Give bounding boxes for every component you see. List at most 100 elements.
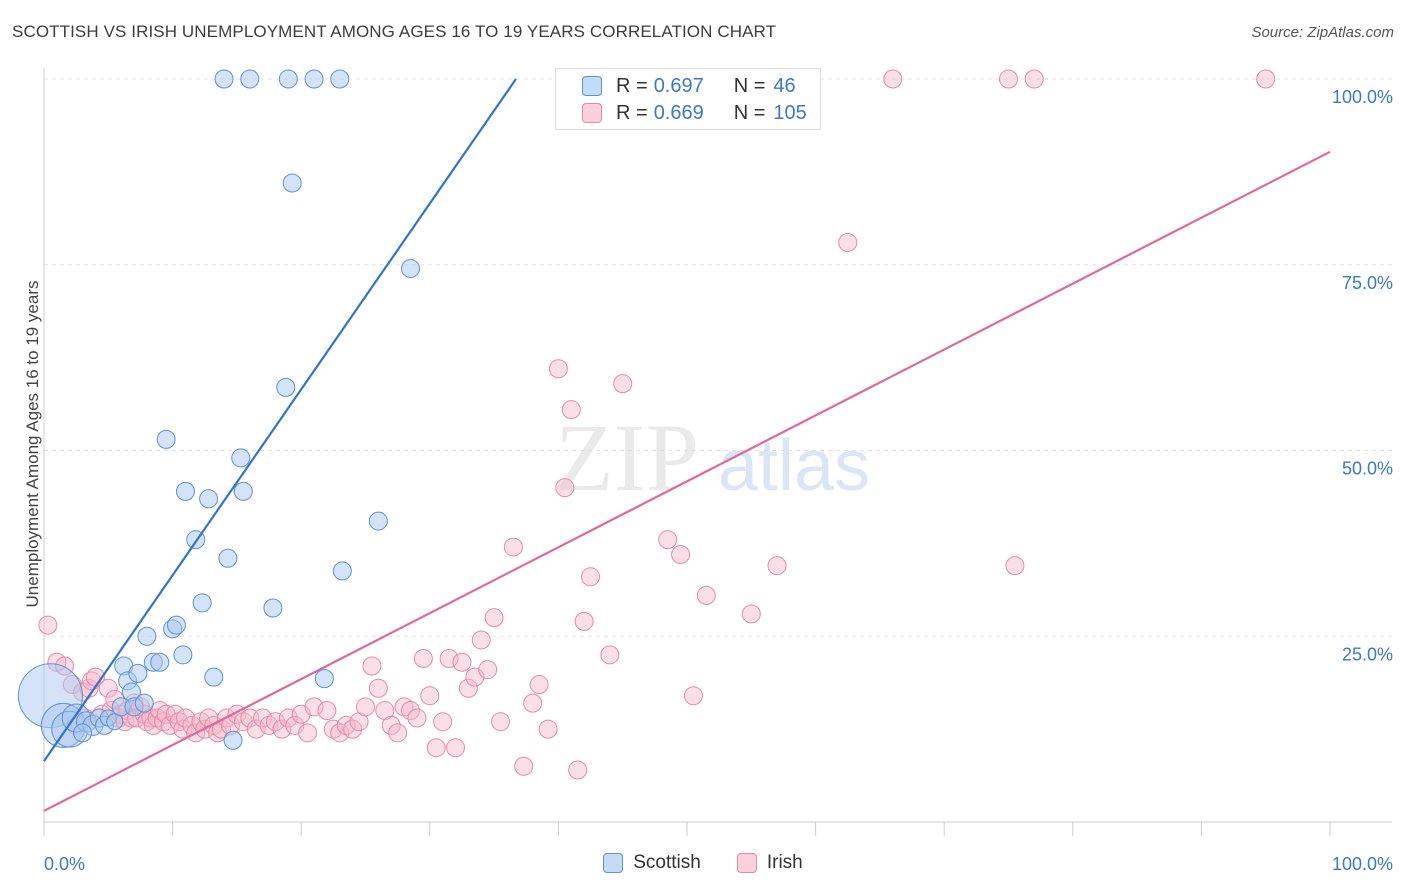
scottish-point bbox=[263, 598, 283, 618]
irish-point bbox=[336, 715, 356, 735]
irish-point bbox=[154, 712, 174, 732]
correlation-legend: R = 0.697 N = 46 R = 0.669 N = 105 bbox=[555, 68, 821, 130]
scottish-point bbox=[192, 593, 212, 613]
x-tick-label: 100.0% bbox=[1332, 854, 1393, 874]
watermark-atlas: atlas bbox=[718, 426, 870, 506]
watermark: ZIP atlas bbox=[555, 404, 870, 511]
irish-point bbox=[323, 719, 343, 739]
irish-point bbox=[503, 537, 523, 557]
irish-point bbox=[343, 719, 363, 739]
y-tick-label: 50.0% bbox=[1342, 459, 1393, 479]
irish-point bbox=[150, 701, 170, 721]
scottish-points bbox=[17, 69, 421, 750]
irish-point bbox=[420, 686, 440, 706]
legend-item-scottish[interactable]: Scottish bbox=[603, 852, 701, 874]
irish-point bbox=[574, 611, 594, 631]
irish-swatch bbox=[736, 853, 757, 873]
irish-point bbox=[413, 649, 433, 669]
n-value: 46 bbox=[773, 74, 796, 97]
irish-point bbox=[407, 708, 427, 728]
watermark-zip: ZIP bbox=[555, 404, 699, 511]
r-label: R = bbox=[616, 101, 648, 124]
scottish-point bbox=[276, 377, 296, 397]
scottish-point bbox=[150, 652, 170, 672]
irish-point bbox=[767, 556, 787, 576]
r-value: 0.669 bbox=[653, 101, 704, 124]
irish-point bbox=[433, 712, 453, 732]
y-axis-label: Unemployment Among Ages 16 to 19 years bbox=[23, 281, 42, 608]
scottish-point bbox=[218, 548, 238, 568]
scottish-point bbox=[282, 173, 302, 193]
irish-point bbox=[471, 630, 491, 650]
irish-point bbox=[538, 719, 558, 739]
scottish-point bbox=[204, 667, 224, 687]
irish-point bbox=[259, 715, 279, 735]
irish-point bbox=[555, 478, 575, 498]
irish-point bbox=[317, 701, 337, 721]
scottish-point bbox=[330, 69, 350, 89]
irish-point bbox=[883, 69, 903, 89]
scottish-point bbox=[223, 730, 243, 750]
scottish-swatch bbox=[582, 76, 602, 96]
irish-point bbox=[600, 645, 620, 665]
legend-item-irish[interactable]: Irish bbox=[736, 852, 803, 874]
n-value: 105 bbox=[773, 101, 807, 124]
irish-point bbox=[741, 604, 761, 624]
irish-point bbox=[362, 656, 382, 676]
irish-point bbox=[401, 701, 421, 721]
irish-point bbox=[514, 756, 534, 776]
irish-point bbox=[529, 675, 549, 695]
irish-point bbox=[246, 719, 266, 739]
r-label: R = bbox=[616, 74, 648, 97]
irish-point bbox=[658, 530, 678, 550]
irish-point bbox=[613, 374, 633, 394]
chart-title: SCOTTISH VS IRISH UNEMPLOYMENT AMONG AGE… bbox=[12, 22, 777, 41]
scottish-point bbox=[134, 693, 154, 713]
irish-point bbox=[484, 608, 504, 628]
scottish-point bbox=[199, 489, 219, 509]
irish-point bbox=[265, 712, 285, 732]
irish-point bbox=[458, 678, 478, 698]
irish-point bbox=[439, 649, 459, 669]
tick-labels: 25.0% 50.0% 75.0% 100.0% 0.0% 100.0% bbox=[44, 87, 1393, 874]
irish-point bbox=[452, 652, 472, 672]
irish-point bbox=[683, 686, 703, 706]
legend-label-scottish: Scottish bbox=[633, 852, 701, 873]
y-tick-label: 75.0% bbox=[1342, 273, 1393, 293]
irish-point bbox=[568, 760, 588, 780]
scottish-point bbox=[231, 448, 251, 468]
irish-point bbox=[426, 738, 446, 758]
y-tick-label: 100.0% bbox=[1332, 87, 1393, 107]
y-tick-label: 25.0% bbox=[1342, 644, 1393, 664]
scottish-point bbox=[73, 723, 93, 743]
irish-point bbox=[330, 723, 350, 743]
scottish-point bbox=[332, 561, 352, 581]
irish-point bbox=[394, 697, 414, 717]
irish-point bbox=[304, 697, 324, 717]
irish-point bbox=[368, 678, 388, 698]
scottish-point bbox=[214, 69, 234, 89]
irish-point bbox=[1256, 69, 1276, 89]
irish-trend-line bbox=[43, 150, 1331, 812]
scottish-point bbox=[401, 258, 421, 278]
irish-point bbox=[696, 585, 716, 605]
irish-point bbox=[381, 715, 401, 735]
irish-point bbox=[298, 723, 318, 743]
scottish-point bbox=[368, 511, 388, 531]
source-label: Source: ZipAtlas.com bbox=[1251, 24, 1394, 41]
scottish-trend-line bbox=[43, 78, 517, 762]
legend-label-irish: Irish bbox=[766, 852, 803, 873]
scottish-point bbox=[166, 615, 186, 635]
gridlines bbox=[44, 78, 1392, 637]
scottish-point bbox=[233, 481, 253, 501]
irish-point bbox=[1024, 69, 1044, 89]
scottish-point bbox=[278, 69, 298, 89]
n-label: N = bbox=[733, 74, 766, 97]
irish-point bbox=[253, 708, 273, 728]
irish-point bbox=[272, 719, 292, 739]
irish-point bbox=[446, 738, 466, 758]
irish-point bbox=[491, 712, 511, 732]
irish-point bbox=[581, 567, 601, 587]
irish-point bbox=[175, 708, 195, 728]
